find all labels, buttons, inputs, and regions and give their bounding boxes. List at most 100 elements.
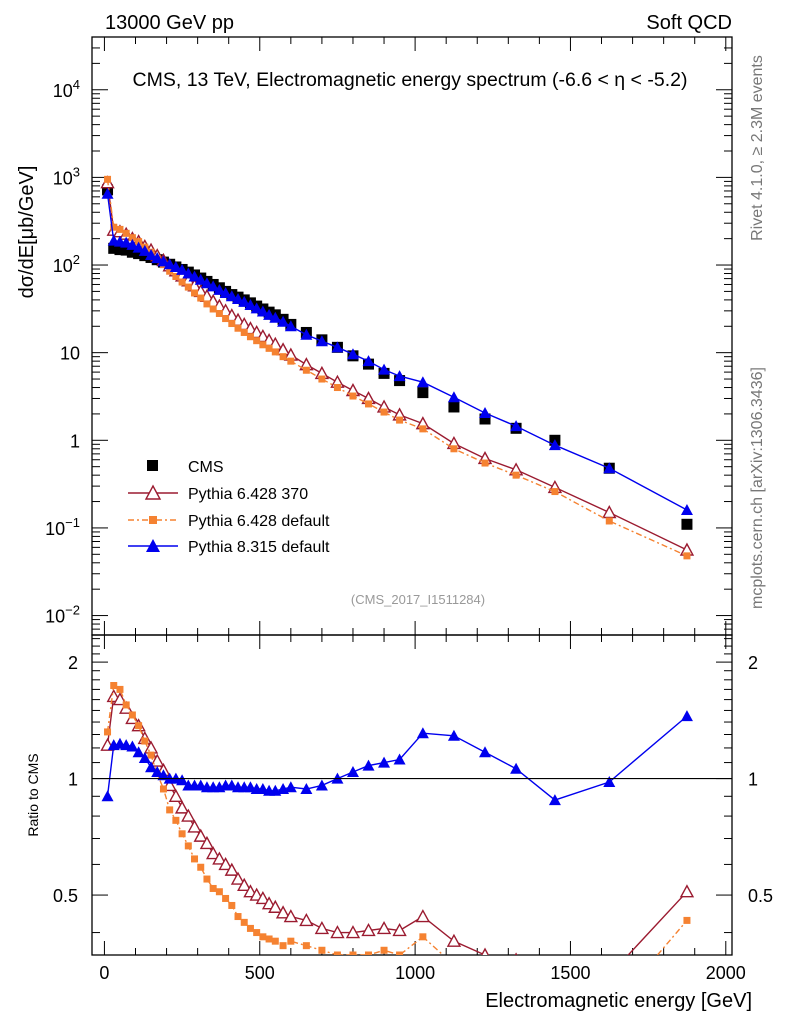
ratio-point-pythia6-370 bbox=[392, 923, 407, 937]
point-pythia6-default bbox=[279, 353, 287, 361]
point-pythia6-default bbox=[240, 328, 248, 336]
ratio-point-pythia6-370 bbox=[218, 856, 233, 871]
ratio-point-pythia6-370 bbox=[174, 800, 190, 814]
point-pythia8-default bbox=[277, 315, 290, 327]
point-pythia6-default bbox=[271, 348, 279, 356]
ratio-point-pythia6-default bbox=[259, 933, 267, 941]
ratio-point-pythia8-default bbox=[145, 761, 158, 773]
legend-label-pythia6-370: Pythia 6.428 370 bbox=[188, 486, 308, 503]
y-tick-label-main: 102 bbox=[53, 252, 80, 276]
ratio-point-pythia6-default bbox=[110, 682, 118, 690]
point-pythia8-default bbox=[194, 273, 207, 285]
point-pythia8-default bbox=[250, 302, 263, 314]
point-pythia6-default bbox=[178, 278, 186, 286]
ratio-point-pythia6-370 bbox=[212, 851, 227, 865]
ratio-point-pythia8-default bbox=[393, 753, 406, 765]
x-tick-label: 500 bbox=[245, 963, 275, 983]
ratio-panel-frame bbox=[91, 634, 733, 956]
y-tick-label-main: 10−2 bbox=[45, 603, 80, 627]
point-pythia6-default bbox=[184, 283, 192, 291]
point-pythia6-default bbox=[318, 375, 326, 383]
ratio-point-pythia6-370 bbox=[330, 925, 345, 939]
ratio-point-pythia6-370 bbox=[361, 923, 376, 937]
point-pythia6-default bbox=[349, 392, 357, 400]
ratio-point-pythia8-default bbox=[479, 746, 492, 758]
point-cms bbox=[417, 387, 429, 399]
ratio-point-pythia6-370 bbox=[237, 877, 252, 891]
y-tick-label-ratio-right: 1 bbox=[748, 770, 758, 790]
point-pythia8-default bbox=[225, 290, 238, 302]
ratio-point-pythia6-default bbox=[197, 863, 205, 871]
ratio-point-pythia6-370 bbox=[168, 788, 184, 802]
point-cms bbox=[133, 248, 145, 260]
ratio-point-pythia6-default bbox=[419, 933, 427, 941]
ratio-point-pythia8-default bbox=[132, 746, 145, 758]
ratio-point-pythia8-default bbox=[680, 710, 693, 722]
point-pythia6-default bbox=[135, 238, 143, 246]
ratio-point-pythia6-default bbox=[159, 785, 167, 793]
ratio-point-pythia6-default bbox=[380, 946, 388, 954]
ratio-point-pythia6-370 bbox=[514, 952, 518, 955]
ratio-point-pythia6-default bbox=[141, 737, 149, 745]
ratio-point-pythia6-default bbox=[683, 916, 691, 924]
ratio-point-pythia6-370 bbox=[224, 862, 239, 876]
analysis-tag: (CMS_2017_I1511284) bbox=[351, 592, 485, 607]
y-tick-label-ratio-right: 2 bbox=[748, 653, 758, 673]
point-cms bbox=[479, 413, 491, 425]
point-pythia6-default bbox=[302, 366, 310, 374]
legend-marker-pythia6-default bbox=[149, 516, 157, 524]
ratio-point-pythia8-default bbox=[346, 765, 359, 777]
y-tick-label-main: 1 bbox=[70, 431, 80, 451]
point-pythia8-default bbox=[232, 292, 245, 304]
point-pythia6-default bbox=[365, 400, 373, 408]
ratio-point-pythia6-default bbox=[265, 935, 273, 943]
point-pythia6-default bbox=[605, 517, 613, 525]
legend-label-pythia8-default: Pythia 8.315 default bbox=[188, 539, 330, 556]
plot-title: CMS, 13 TeV, Electromagnetic energy spec… bbox=[133, 69, 688, 91]
ratio-point-pythia6-default bbox=[203, 875, 211, 883]
ratio-point-pythia6-370 bbox=[299, 912, 314, 927]
point-pythia8-default bbox=[238, 295, 251, 307]
point-pythia8-default bbox=[447, 391, 460, 403]
point-pythia8-default bbox=[126, 238, 139, 250]
ratio-point-pythia8-default bbox=[101, 790, 114, 802]
ratio-point-pythia6-default bbox=[222, 894, 230, 902]
point-pythia6-default bbox=[228, 320, 236, 328]
point-cms bbox=[126, 246, 138, 258]
point-pythia8-default bbox=[188, 270, 201, 282]
point-pythia6-default bbox=[222, 315, 230, 323]
point-pythia6-default bbox=[197, 294, 205, 302]
point-pythia8-default bbox=[101, 187, 114, 199]
ratio-point-pythia8-default bbox=[315, 779, 328, 791]
ratio-point-pythia6-default bbox=[215, 888, 223, 896]
point-pythia6-default bbox=[396, 416, 404, 424]
point-pythia8-default bbox=[479, 406, 492, 418]
ratio-point-pythia8-default bbox=[603, 775, 616, 787]
ratio-point-pythia6-default bbox=[253, 929, 261, 937]
point-pythia8-default bbox=[182, 267, 195, 279]
ratio-point-pythia6-370 bbox=[446, 933, 462, 947]
ratio-point-pythia6-default bbox=[228, 901, 236, 909]
point-pythia8-default bbox=[207, 280, 220, 292]
y-tick-label-main: 103 bbox=[53, 164, 80, 188]
ratio-point-pythia6-370 bbox=[181, 808, 196, 822]
y-tick-label-ratio-right: 0.5 bbox=[748, 886, 773, 906]
ratio-point-pythia8-default bbox=[447, 729, 460, 741]
ratio-point-pythia8-default bbox=[151, 765, 164, 777]
ratio-point-pythia6-default bbox=[128, 711, 136, 719]
ratio-point-pythia6-370 bbox=[193, 828, 208, 842]
point-pythia8-default bbox=[163, 258, 176, 270]
ratio-point-pythia8-default bbox=[284, 781, 297, 793]
y-tick-label-ratio: 2 bbox=[68, 653, 78, 673]
point-cms bbox=[114, 244, 126, 256]
point-cms bbox=[448, 401, 460, 413]
ratio-point-pythia6-370 bbox=[283, 909, 299, 923]
point-pythia6-default bbox=[259, 341, 267, 349]
ratio-point-pythia8-default bbox=[157, 769, 170, 781]
point-pythia8-default bbox=[362, 355, 375, 367]
ratio-point-pythia6-370 bbox=[480, 947, 490, 955]
legend-label-pythia6-default: Pythia 6.428 default bbox=[188, 513, 330, 530]
point-pythia8-default bbox=[393, 370, 406, 382]
ratio-point-pythia6-370 bbox=[230, 871, 246, 885]
